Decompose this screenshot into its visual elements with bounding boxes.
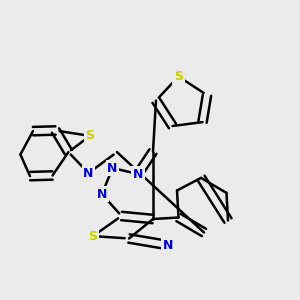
Text: N: N: [83, 167, 94, 180]
Text: N: N: [97, 188, 107, 201]
Text: N: N: [107, 161, 118, 175]
Text: S: S: [85, 129, 94, 142]
Text: S: S: [174, 70, 183, 83]
Text: S: S: [88, 230, 98, 243]
Text: N: N: [133, 167, 143, 181]
Text: N: N: [163, 238, 173, 252]
